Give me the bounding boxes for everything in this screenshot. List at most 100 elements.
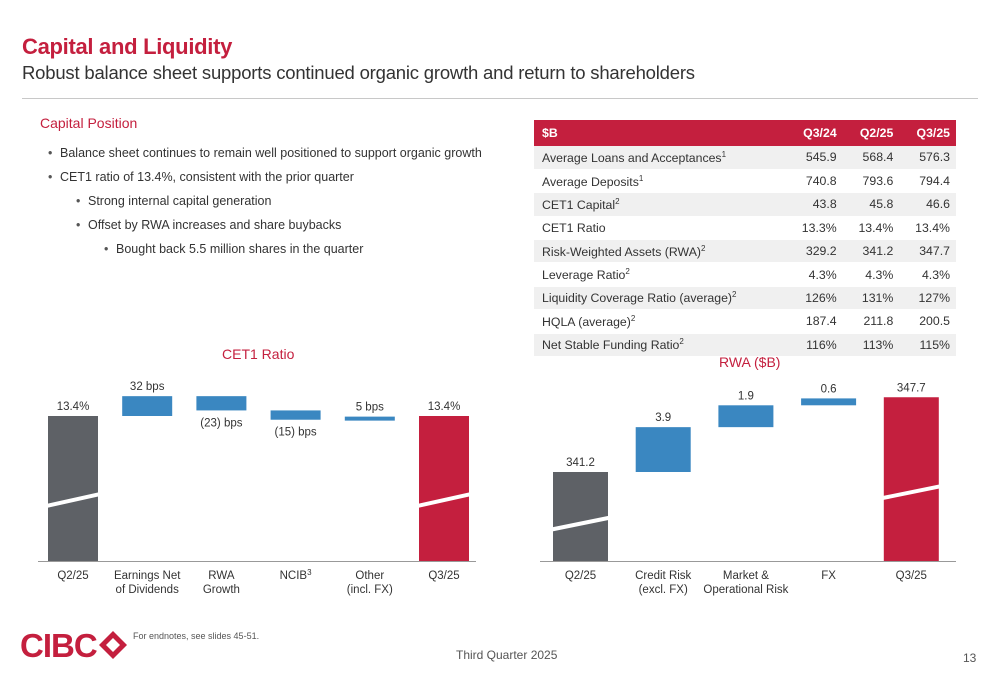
table-cell: 126% [786, 286, 843, 311]
category-label: Q2/25 [565, 570, 596, 582]
table-cell: 576.3 [899, 146, 956, 170]
table-cell: 46.6 [899, 192, 956, 217]
table-cell: 13.4% [842, 216, 900, 241]
waterfall-bar [419, 416, 469, 561]
table-row-label: Average Loans and Acceptances1 [534, 146, 786, 170]
table-row-label: CET1 Capital2 [534, 192, 786, 217]
category-label: Q3/25 [896, 570, 927, 582]
table-row-label: Leverage Ratio2 [534, 262, 786, 287]
waterfall-bar [196, 396, 247, 411]
table-row-label: Average Deposits1 [534, 169, 786, 194]
capital-table: $B Q3/24 Q2/25 Q3/25 Average Loans and A… [534, 120, 956, 358]
waterfall-bar [635, 427, 691, 472]
bullet-item: CET1 ratio of 13.4%, consistent with the… [48, 170, 510, 185]
footer-quarter: Third Quarter 2025 [456, 648, 558, 662]
table-cell: 347.7 [899, 239, 956, 264]
table-cell: 13.4% [899, 216, 956, 241]
table-cell: 115% [899, 333, 956, 358]
table-row: CET1 Ratio 13.3% 13.4% 13.4% [534, 216, 956, 241]
table-cell: 43.8 [786, 192, 843, 217]
axis-break-mark [550, 515, 611, 532]
table-row: CET1 Capital2 43.8 45.8 46.6 [534, 192, 956, 217]
table-cell: 200.5 [899, 309, 956, 334]
table-cell: 187.4 [786, 309, 843, 334]
waterfall-bar [122, 396, 173, 416]
page-title: Capital and Liquidity [22, 34, 233, 59]
header-divider [22, 98, 978, 99]
category-label: Q3/25 [428, 570, 459, 582]
waterfall-bar [270, 410, 321, 420]
page-subtitle: Robust balance sheet supports continued … [22, 62, 695, 83]
bullet-item: Offset by RWA increases and share buybac… [76, 218, 510, 233]
data-label: (23) bps [200, 417, 242, 429]
table-cell: 4.3% [842, 262, 900, 287]
data-label: 0.6 [821, 383, 837, 395]
table-cell: 545.9 [786, 146, 843, 170]
waterfall-bar [344, 416, 395, 421]
table-cell: 127% [899, 286, 956, 311]
table-cell: 131% [842, 286, 900, 311]
cet1-chart-title: CET1 Ratio [222, 346, 295, 362]
data-label: 5 bps [356, 402, 384, 414]
table-cell: 211.8 [842, 309, 900, 334]
waterfall-bar [553, 472, 608, 561]
table-row-label: Liquidity Coverage Ratio (average)2 [534, 286, 786, 311]
axis-break-mark [881, 484, 942, 501]
data-label: 3.9 [655, 412, 671, 424]
table-cell: 116% [786, 333, 843, 358]
table-header-cell: Q3/25 [899, 120, 956, 146]
rwa-chart-title: RWA ($B) [719, 354, 781, 370]
table-cell: 793.6 [842, 169, 900, 194]
table-cell: 4.3% [899, 262, 956, 287]
axis-break-mark [416, 492, 472, 509]
table-cell: 113% [842, 333, 900, 358]
data-label: 13.4% [57, 401, 90, 413]
axis-break-mark [45, 492, 101, 509]
waterfall-bar [883, 397, 939, 561]
waterfall-bar [48, 416, 98, 561]
capital-position-bullets: Balance sheet continues to remain well p… [40, 146, 510, 266]
table-cell: 794.4 [899, 169, 956, 194]
data-label: 32 bps [130, 381, 165, 393]
category-label: FX [821, 570, 836, 582]
table-cell: 341.2 [842, 239, 900, 264]
table-header-row: $B Q3/24 Q2/25 Q3/25 [534, 120, 956, 146]
table-row: HQLA (average)2 187.4 211.8 200.5 [534, 309, 956, 334]
category-label: Operational Risk [703, 584, 788, 596]
table-header-cell: $B [534, 120, 786, 146]
table-row: Risk-Weighted Assets (RWA)2 329.2 341.2 347… [534, 239, 956, 264]
category-label: (excl. FX) [639, 584, 688, 596]
table-header-cell: Q3/24 [786, 120, 843, 146]
table-row-label: CET1 Ratio [534, 216, 786, 241]
category-label: Credit Risk [635, 570, 691, 582]
data-label: 347.7 [897, 382, 926, 394]
category-label: Market & [723, 570, 769, 582]
data-label: (15) bps [275, 427, 317, 439]
table-row-label: Risk-Weighted Assets (RWA)2 [534, 239, 786, 264]
table-row: Net Stable Funding Ratio2 116% 113% 115% [534, 333, 956, 358]
table-cell: 568.4 [842, 146, 900, 170]
table-row: Average Deposits1 740.8 793.6 794.4 [534, 169, 956, 194]
category-label: NCIB3 [280, 568, 312, 582]
table-cell: 740.8 [786, 169, 843, 194]
category-label: Q2/25 [57, 570, 88, 582]
data-label: 341.2 [566, 457, 595, 469]
table-row: Average Loans and Acceptances1 545.9 568.4… [534, 146, 956, 170]
bullet-item: Balance sheet continues to remain well p… [48, 146, 510, 161]
data-label: 13.4% [428, 401, 461, 413]
capital-position-heading: Capital Position [40, 115, 138, 131]
table-cell: 13.3% [786, 216, 843, 241]
category-label: Earnings Net [114, 570, 181, 582]
bullet-item: Strong internal capital generation [76, 194, 510, 209]
category-label: of Dividends [116, 584, 180, 596]
cibc-logo-text: CIBC [20, 627, 97, 663]
table-row-label: Net Stable Funding Ratio2 [534, 333, 786, 358]
table-cell: 4.3% [786, 262, 843, 287]
category-label: Other [355, 570, 384, 582]
table-cell: 329.2 [786, 239, 843, 264]
bullet-item: Bought back 5.5 million shares in the qu… [104, 242, 510, 257]
table-cell: 45.8 [842, 192, 900, 217]
table-row: Liquidity Coverage Ratio (average)2 126% 1… [534, 286, 956, 311]
endnote-reference: For endnotes, see slides 45-51. [133, 631, 260, 641]
